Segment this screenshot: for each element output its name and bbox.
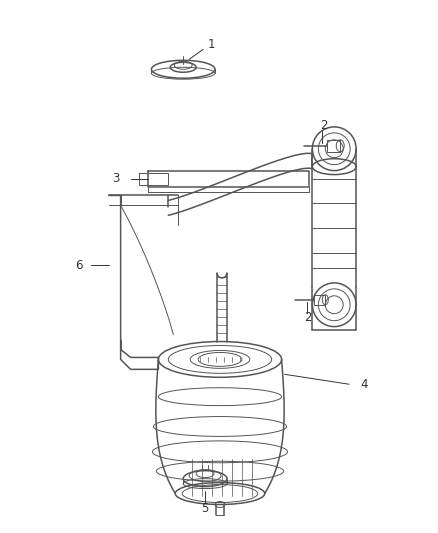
Text: 5: 5 [201, 502, 209, 515]
Text: 1: 1 [207, 38, 215, 51]
Text: 6: 6 [75, 259, 83, 271]
Text: 3: 3 [112, 172, 119, 185]
Text: 2: 2 [321, 119, 328, 132]
Text: 2: 2 [304, 311, 311, 324]
Text: 4: 4 [360, 378, 368, 391]
